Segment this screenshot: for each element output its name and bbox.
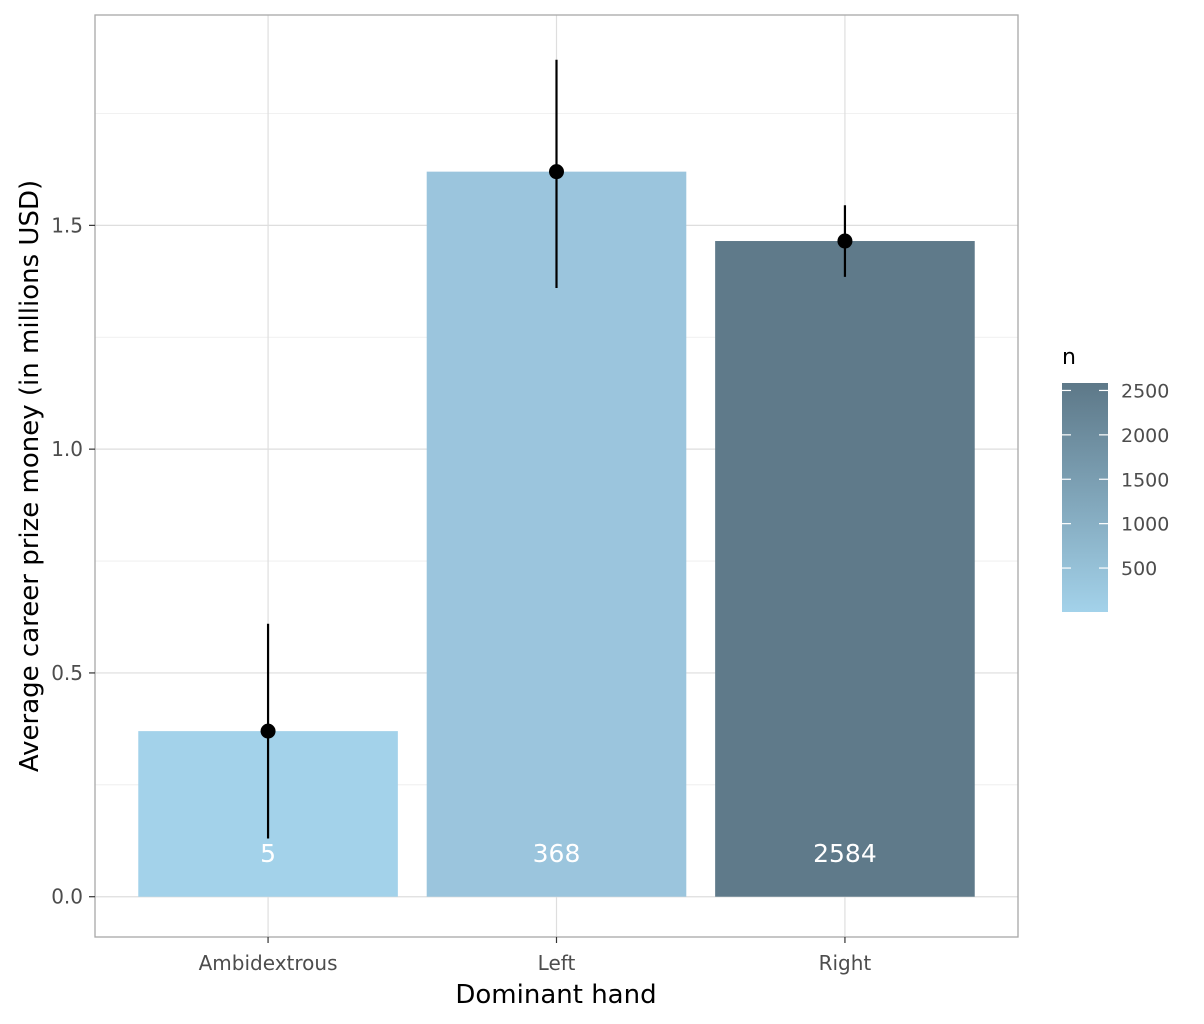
y-tick-label: 0.5 — [51, 661, 83, 685]
x-tick-label-left: Left — [538, 951, 576, 975]
mean-point-ambidextrous — [260, 723, 276, 739]
y-tick-label: 1.0 — [51, 437, 83, 461]
legend-ticks: 500 1000 1500 2000 2500 — [1062, 380, 1169, 580]
x-axis-ticks: Ambidextrous Left Right — [199, 937, 872, 975]
legend-tick-label: 1000 — [1121, 514, 1169, 536]
x-tick-label-right: Right — [819, 951, 872, 975]
x-axis-title: Dominant hand — [455, 980, 656, 1010]
y-tick-label: 0.0 — [51, 885, 83, 909]
count-label-right: 2584 — [813, 839, 877, 868]
bar-left — [426, 171, 687, 897]
bar-right — [715, 241, 975, 897]
count-label-ambidextrous: 5 — [260, 839, 276, 868]
legend-tick-label: 1500 — [1121, 469, 1169, 491]
y-axis-title: Average career prize money (in millions … — [15, 180, 45, 772]
legend-tick-label: 500 — [1121, 558, 1157, 580]
mean-point-right — [837, 233, 853, 249]
y-axis-ticks: 0.0 0.5 1.0 1.5 — [51, 213, 95, 909]
legend: n 500 1000 1500 2000 2500 — [1062, 345, 1169, 612]
count-labels: 5 368 2584 — [260, 839, 877, 868]
mean-point-left — [549, 164, 564, 180]
y-tick-label: 1.5 — [51, 213, 83, 237]
count-label-left: 368 — [533, 839, 581, 868]
x-tick-label-ambidextrous: Ambidextrous — [199, 951, 338, 975]
legend-tick-label: 2000 — [1121, 425, 1169, 447]
legend-tick-label: 2500 — [1121, 380, 1169, 402]
legend-title: n — [1062, 345, 1076, 370]
legend-colorbar — [1062, 383, 1108, 612]
mean-points — [260, 164, 853, 739]
